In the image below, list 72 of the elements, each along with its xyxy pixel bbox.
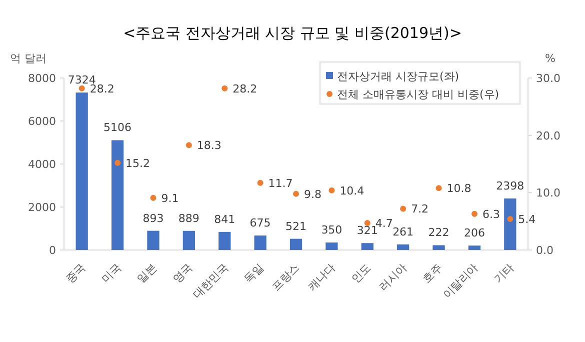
- y2-tick-label: 0.0: [536, 244, 554, 257]
- point: [436, 185, 442, 192]
- y-axis-title: 억 달러: [10, 52, 46, 65]
- data-label: 10.4: [340, 184, 364, 198]
- x-tick-label: 미국: [98, 260, 124, 286]
- y2-tick-label: 30.0: [536, 72, 560, 85]
- bar: [468, 246, 481, 250]
- bar: [76, 92, 88, 250]
- point: [222, 85, 228, 92]
- bar: [326, 242, 338, 250]
- bar: [432, 245, 445, 250]
- data-label: 889: [178, 212, 200, 225]
- bar: [147, 230, 160, 250]
- y-tick-label: 6000: [28, 115, 56, 128]
- data-label: 321: [356, 224, 378, 238]
- data-label: 9.1: [161, 192, 179, 205]
- data-label: 10.8: [446, 182, 472, 196]
- data-label: 521: [286, 220, 306, 233]
- bar: [218, 232, 231, 250]
- bar: [361, 243, 374, 250]
- bar: [397, 244, 410, 250]
- y2-tick-label: 10.0: [536, 186, 560, 200]
- data-label: 2398: [496, 179, 524, 192]
- data-label: 11.7: [268, 176, 293, 190]
- x-tick-label: 기타: [492, 260, 516, 286]
- data-label: 5.4: [518, 213, 536, 226]
- point: [471, 210, 478, 217]
- data-label: 7.2: [411, 202, 429, 216]
- point: [293, 190, 299, 197]
- y-tick-label: 4000: [28, 158, 56, 171]
- y-tick-label: 2000: [28, 201, 56, 214]
- data-label: 9.8: [304, 188, 322, 201]
- x-tick-label: 일본: [134, 260, 160, 286]
- x-tick-label: 독일: [242, 260, 266, 286]
- chart-title: <주요국 전자상거래 시장 규모 및 비중(2019년)>: [123, 24, 462, 42]
- data-label: 15.2: [126, 156, 150, 170]
- bar: [111, 140, 124, 250]
- data-label: 5106: [104, 121, 132, 134]
- y2-axis-title: %: [545, 52, 556, 65]
- data-label: 893: [142, 212, 164, 225]
- x-tick-label: 영국: [170, 260, 196, 286]
- bar: [254, 235, 266, 250]
- data-label: 350: [321, 223, 342, 236]
- point: [186, 142, 192, 148]
- x-tick-label: 중국: [63, 260, 88, 286]
- point: [150, 194, 156, 201]
- data-label: 6.3: [482, 208, 500, 221]
- point: [328, 187, 335, 194]
- data-label: 28.2: [90, 82, 114, 96]
- data-label: 4.7: [375, 217, 393, 230]
- data-label: 841: [214, 212, 236, 226]
- y-tick-label: 8000: [28, 72, 56, 85]
- data-label: 675: [250, 216, 271, 230]
- legend-label: 전자상거래 시장규모(좌): [337, 70, 460, 83]
- point: [114, 160, 121, 166]
- data-label: 261: [392, 225, 414, 238]
- data-label: 222: [428, 226, 450, 240]
- legend-label: 전체 소매유통시장 대비 비중(우): [337, 88, 500, 101]
- point: [78, 85, 85, 92]
- data-label: 18.3: [196, 139, 222, 152]
- data-label: 28.2: [232, 82, 258, 96]
- data-label: 206: [464, 226, 485, 240]
- bar: [290, 238, 302, 250]
- y2-tick-label: 20.0: [536, 129, 560, 142]
- x-tick-label: 호주: [420, 260, 445, 286]
- point: [257, 180, 264, 186]
- x-tick-label: 인도: [348, 260, 374, 286]
- y-tick-label: 0: [49, 244, 56, 257]
- bar: [182, 230, 195, 250]
- bar: [504, 198, 516, 250]
- point: [400, 206, 406, 212]
- point: [507, 216, 514, 222]
